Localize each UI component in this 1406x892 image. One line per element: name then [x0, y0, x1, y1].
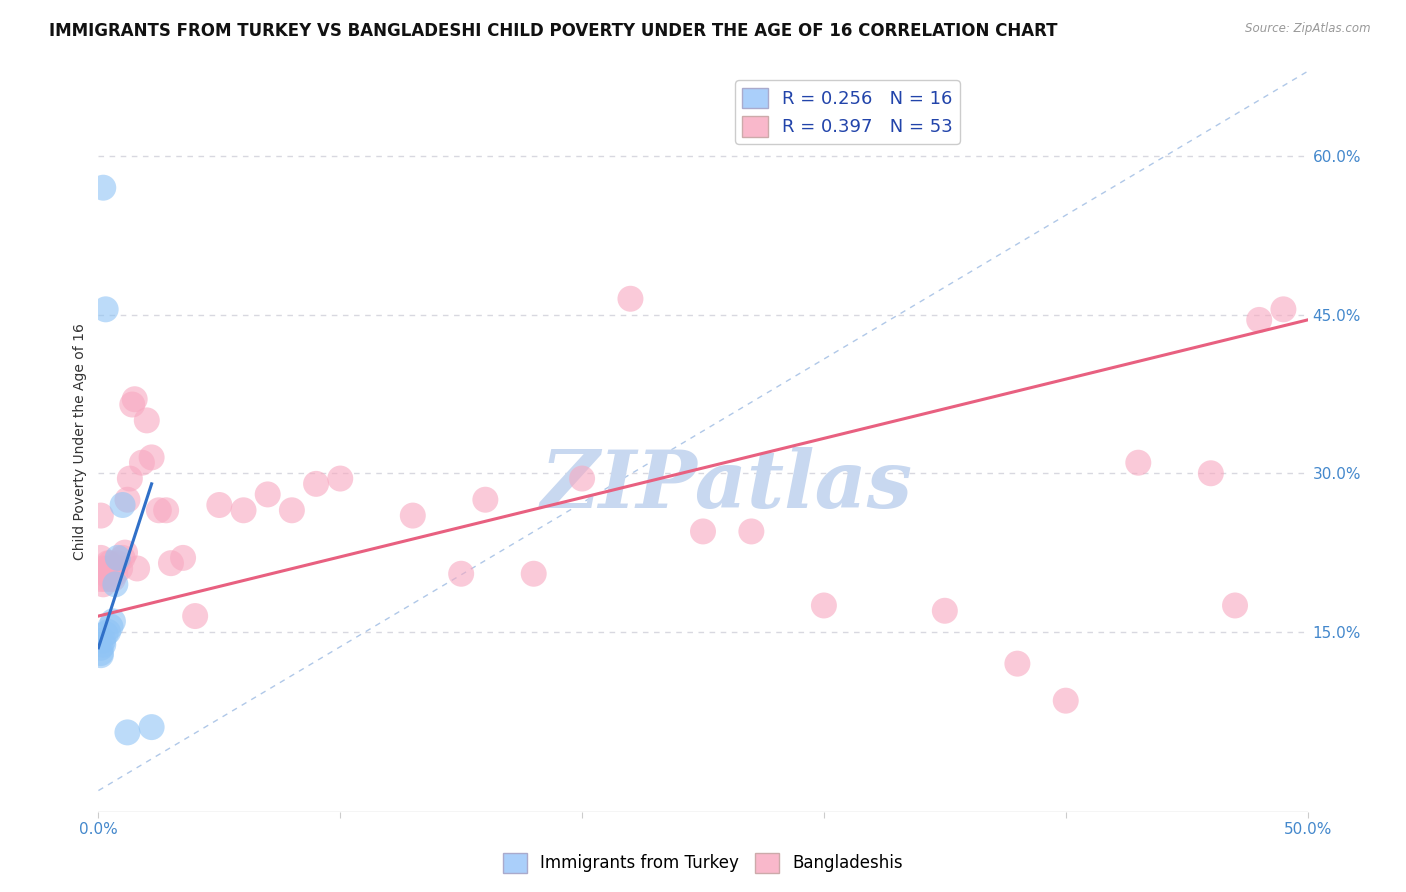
Point — [184, 609, 207, 624]
Y-axis label: Child Poverty Under the Age of 16: Child Poverty Under the Age of 16 — [73, 323, 87, 560]
Point — [232, 503, 254, 517]
Point — [127, 561, 149, 575]
Point — [160, 556, 183, 570]
Point — [740, 524, 762, 539]
Point — [141, 450, 163, 465]
Point — [104, 566, 127, 581]
Point — [155, 503, 177, 517]
Point — [91, 180, 114, 194]
Point — [111, 498, 134, 512]
Point — [111, 550, 134, 565]
Text: Source: ZipAtlas.com: Source: ZipAtlas.com — [1246, 22, 1371, 36]
Point — [94, 627, 117, 641]
Point — [474, 492, 496, 507]
Point — [107, 556, 129, 570]
Point — [148, 503, 170, 517]
Point — [692, 524, 714, 539]
Point — [1199, 467, 1222, 481]
Point — [571, 472, 593, 486]
Point — [172, 550, 194, 565]
Point — [94, 302, 117, 317]
Point — [91, 633, 114, 648]
Point — [141, 720, 163, 734]
Point — [124, 392, 146, 407]
Point — [813, 599, 835, 613]
Point — [90, 648, 112, 663]
Point — [94, 572, 117, 586]
Point — [402, 508, 425, 523]
Legend: R = 0.256   N = 16, R = 0.397   N = 53: R = 0.256 N = 16, R = 0.397 N = 53 — [735, 80, 960, 144]
Point — [94, 566, 117, 581]
Point — [97, 624, 120, 639]
Point — [1007, 657, 1029, 671]
Point — [1223, 599, 1246, 613]
Point — [91, 561, 114, 575]
Point — [208, 498, 231, 512]
Point — [450, 566, 472, 581]
Point — [305, 476, 328, 491]
Legend: Immigrants from Turkey, Bangladeshis: Immigrants from Turkey, Bangladeshis — [496, 847, 910, 880]
Point — [117, 492, 139, 507]
Point — [117, 725, 139, 739]
Point — [90, 508, 112, 523]
Point — [329, 472, 352, 486]
Point — [114, 546, 136, 560]
Point — [91, 638, 114, 652]
Point — [97, 561, 120, 575]
Point — [1249, 313, 1271, 327]
Point — [1128, 456, 1150, 470]
Point — [131, 456, 153, 470]
Point — [108, 561, 131, 575]
Point — [90, 572, 112, 586]
Point — [90, 640, 112, 655]
Point — [118, 472, 141, 486]
Point — [100, 572, 122, 586]
Point — [100, 619, 122, 633]
Point — [121, 398, 143, 412]
Point — [1272, 302, 1295, 317]
Text: IMMIGRANTS FROM TURKEY VS BANGLADESHI CHILD POVERTY UNDER THE AGE OF 16 CORRELAT: IMMIGRANTS FROM TURKEY VS BANGLADESHI CH… — [49, 22, 1057, 40]
Point — [107, 550, 129, 565]
Point — [104, 577, 127, 591]
Point — [90, 646, 112, 660]
Point — [281, 503, 304, 517]
Point — [101, 572, 124, 586]
Point — [101, 615, 124, 629]
Point — [100, 556, 122, 570]
Point — [135, 413, 157, 427]
Point — [97, 556, 120, 570]
Point — [1054, 694, 1077, 708]
Point — [523, 566, 546, 581]
Point — [91, 577, 114, 591]
Point — [934, 604, 956, 618]
Text: ZIPatlas: ZIPatlas — [541, 447, 914, 524]
Point — [619, 292, 641, 306]
Point — [90, 550, 112, 565]
Point — [256, 487, 278, 501]
